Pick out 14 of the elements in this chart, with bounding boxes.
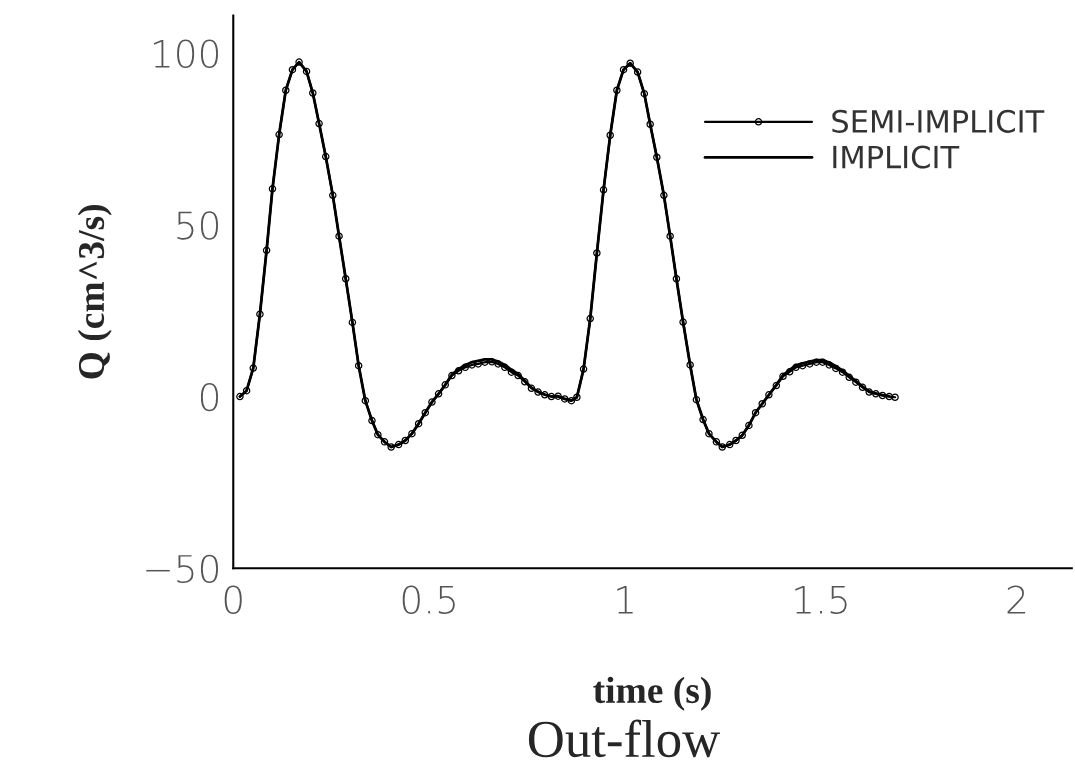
y-axis-title: Q (cm^3/s)	[77, 204, 112, 379]
x-tick-label: 0	[224, 585, 242, 614]
y-tick-label: −50	[146, 554, 218, 584]
x-tick-label: 1	[617, 586, 633, 614]
y-tick-label: 0	[200, 382, 218, 412]
x-tick-label: 2	[1007, 585, 1026, 614]
x-tick-label: 0.5	[402, 585, 455, 614]
y-tick-label: 50	[177, 211, 218, 240]
x-tick-label: 1.5	[795, 586, 847, 614]
y-tick-label: 100	[154, 39, 218, 68]
text: Out-flow	[528, 719, 721, 758]
x-axis-title: time (s)	[593, 676, 711, 711]
legend-label: SEMI-IMPLICIT	[832, 109, 1045, 133]
legend-label: IMPLICIT	[833, 145, 960, 169]
